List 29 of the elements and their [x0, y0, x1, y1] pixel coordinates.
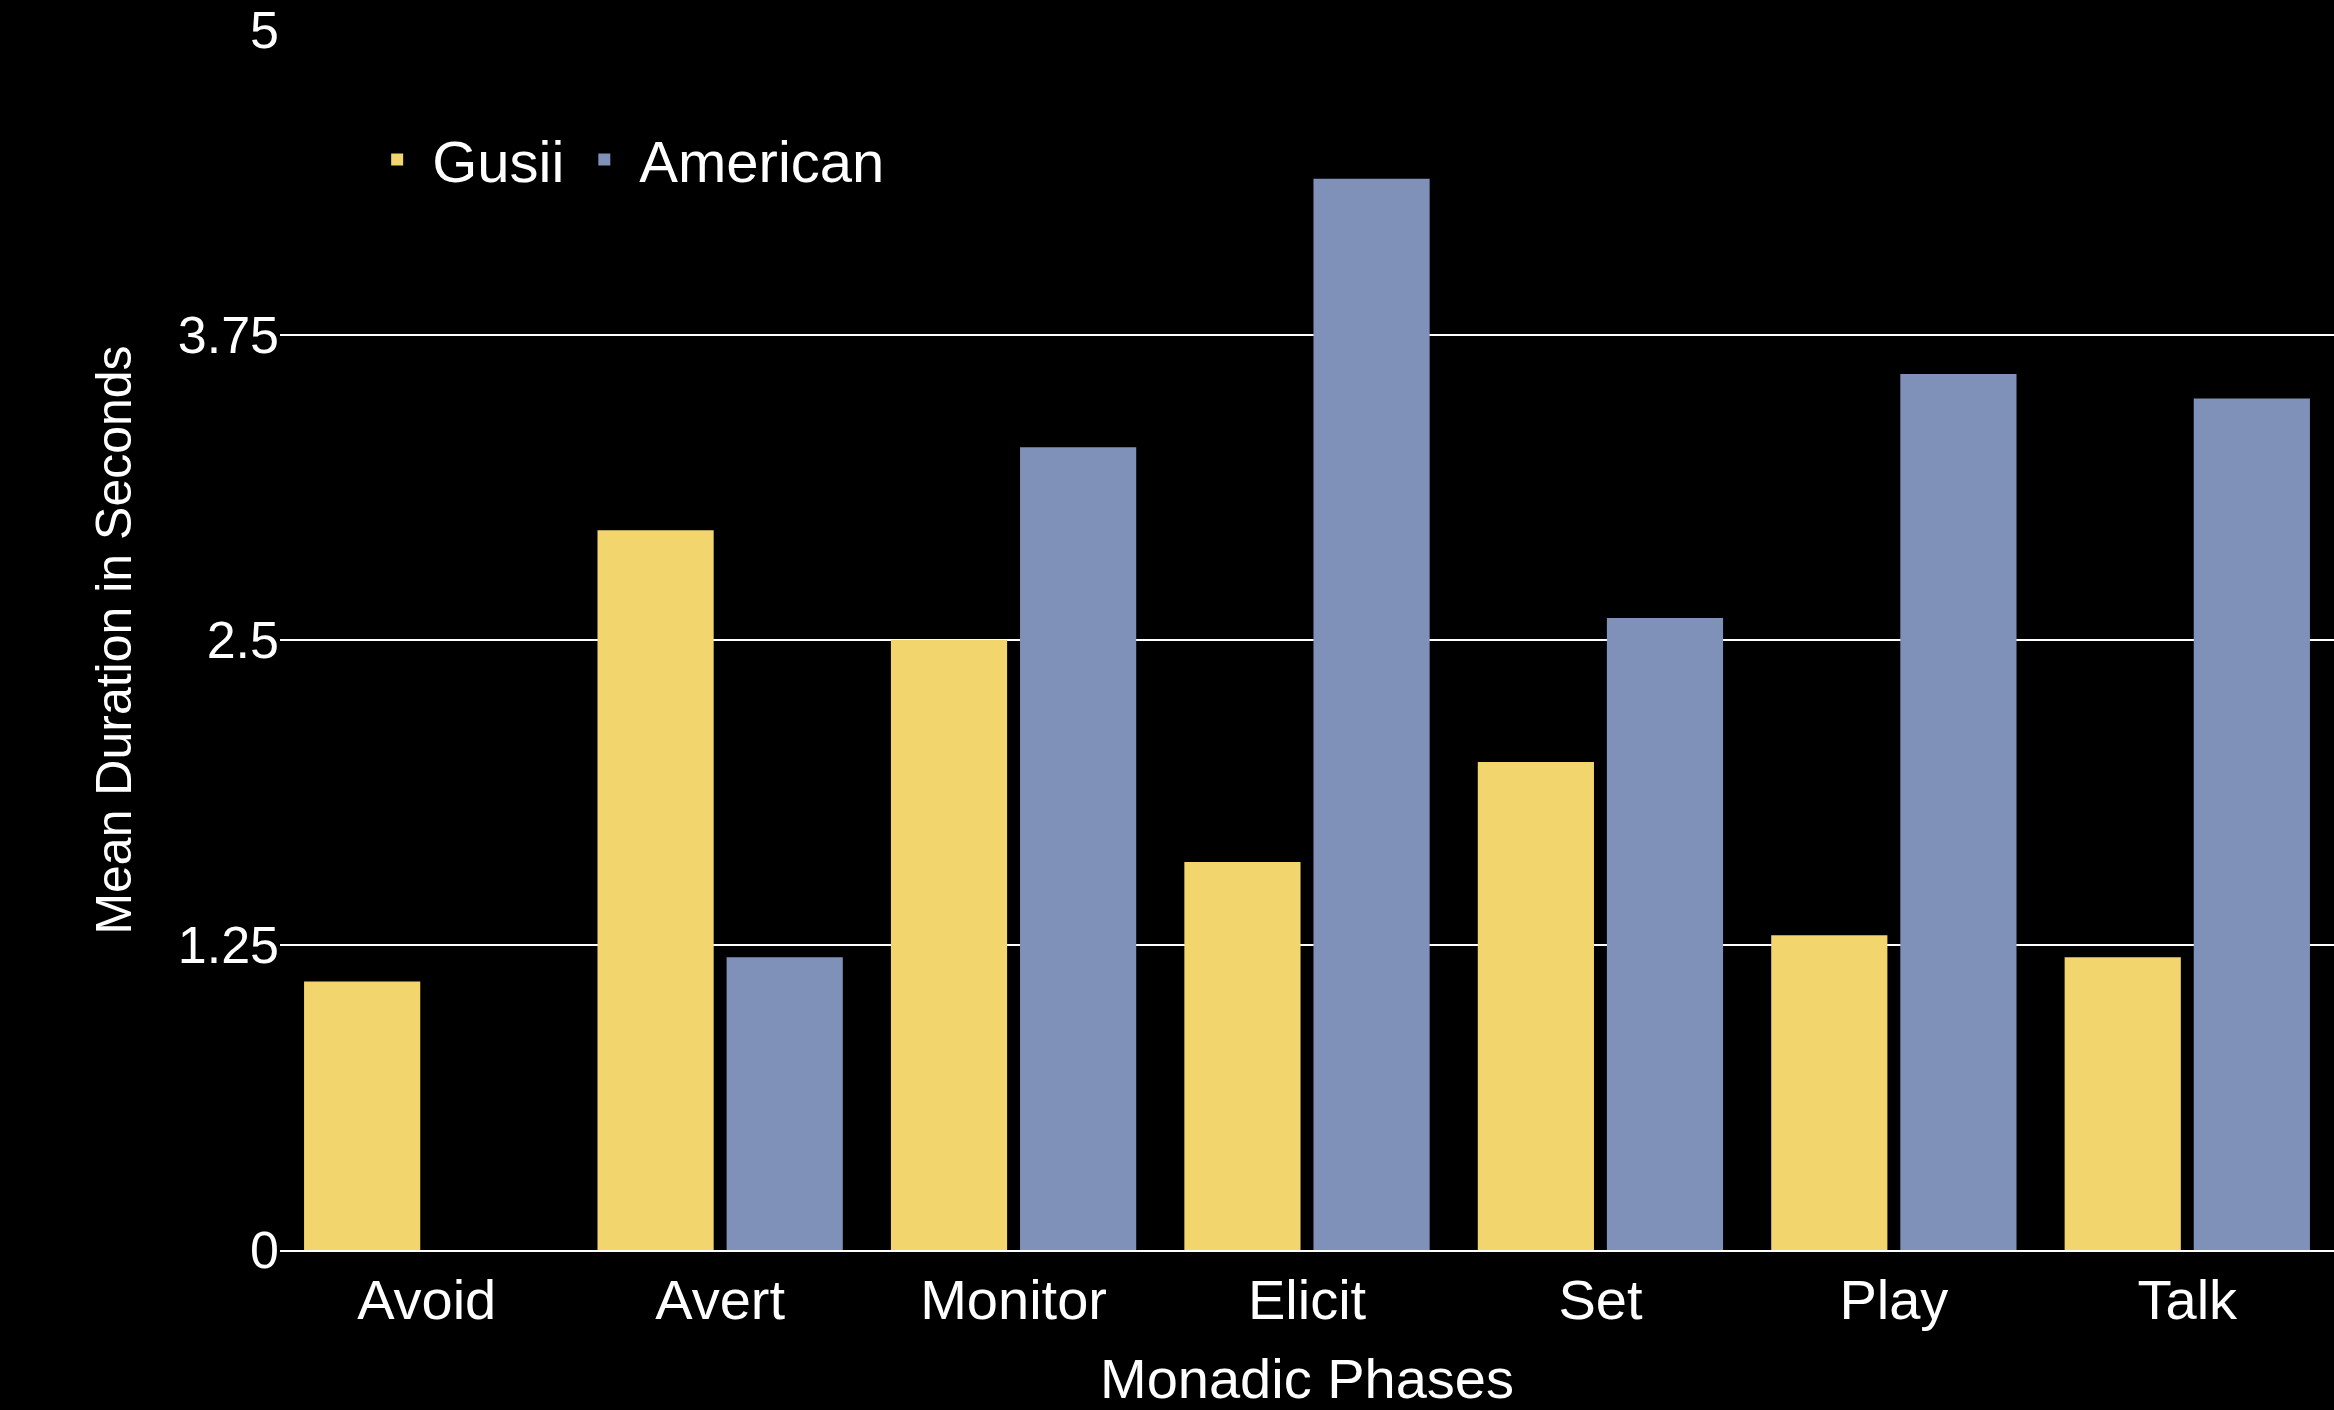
- x-tick-label: Elicit: [1247, 1268, 1367, 1332]
- y-tick-label: 2.5: [206, 611, 279, 670]
- y-tick-label: 5: [250, 1, 279, 60]
- x-tick-label: Avert: [655, 1268, 786, 1332]
- bar: [1313, 178, 1430, 1250]
- bar: [1606, 618, 1724, 1250]
- bar: [890, 640, 1008, 1250]
- bar: [597, 530, 714, 1250]
- bar: [2193, 398, 2310, 1250]
- x-tick-label: Avoid: [357, 1268, 497, 1332]
- x-tick-label: Talk: [2137, 1268, 2239, 1332]
- bar: [726, 957, 843, 1250]
- legend-label: American: [639, 129, 885, 195]
- bar: [1020, 447, 1137, 1250]
- x-axis-title: Monadic Phases: [1099, 1347, 1515, 1410]
- x-tick-label: Monitor: [920, 1268, 1107, 1332]
- y-tick-label: 0: [250, 1221, 279, 1280]
- y-tick-label: 3.75: [177, 306, 279, 365]
- y-axis-title: Mean Duration in Seconds: [85, 345, 142, 935]
- legend-label: Gusii: [432, 129, 565, 195]
- x-tick-label: Play: [1839, 1268, 1949, 1332]
- y-tick-label: 1.25: [177, 916, 279, 975]
- bar: [304, 981, 421, 1250]
- bar: [1184, 862, 1301, 1250]
- bar: [1900, 374, 2017, 1250]
- bar: [2064, 957, 2181, 1250]
- bar: [1771, 935, 1888, 1250]
- x-tick-label: Set: [1558, 1268, 1643, 1332]
- bar: [1477, 762, 1594, 1250]
